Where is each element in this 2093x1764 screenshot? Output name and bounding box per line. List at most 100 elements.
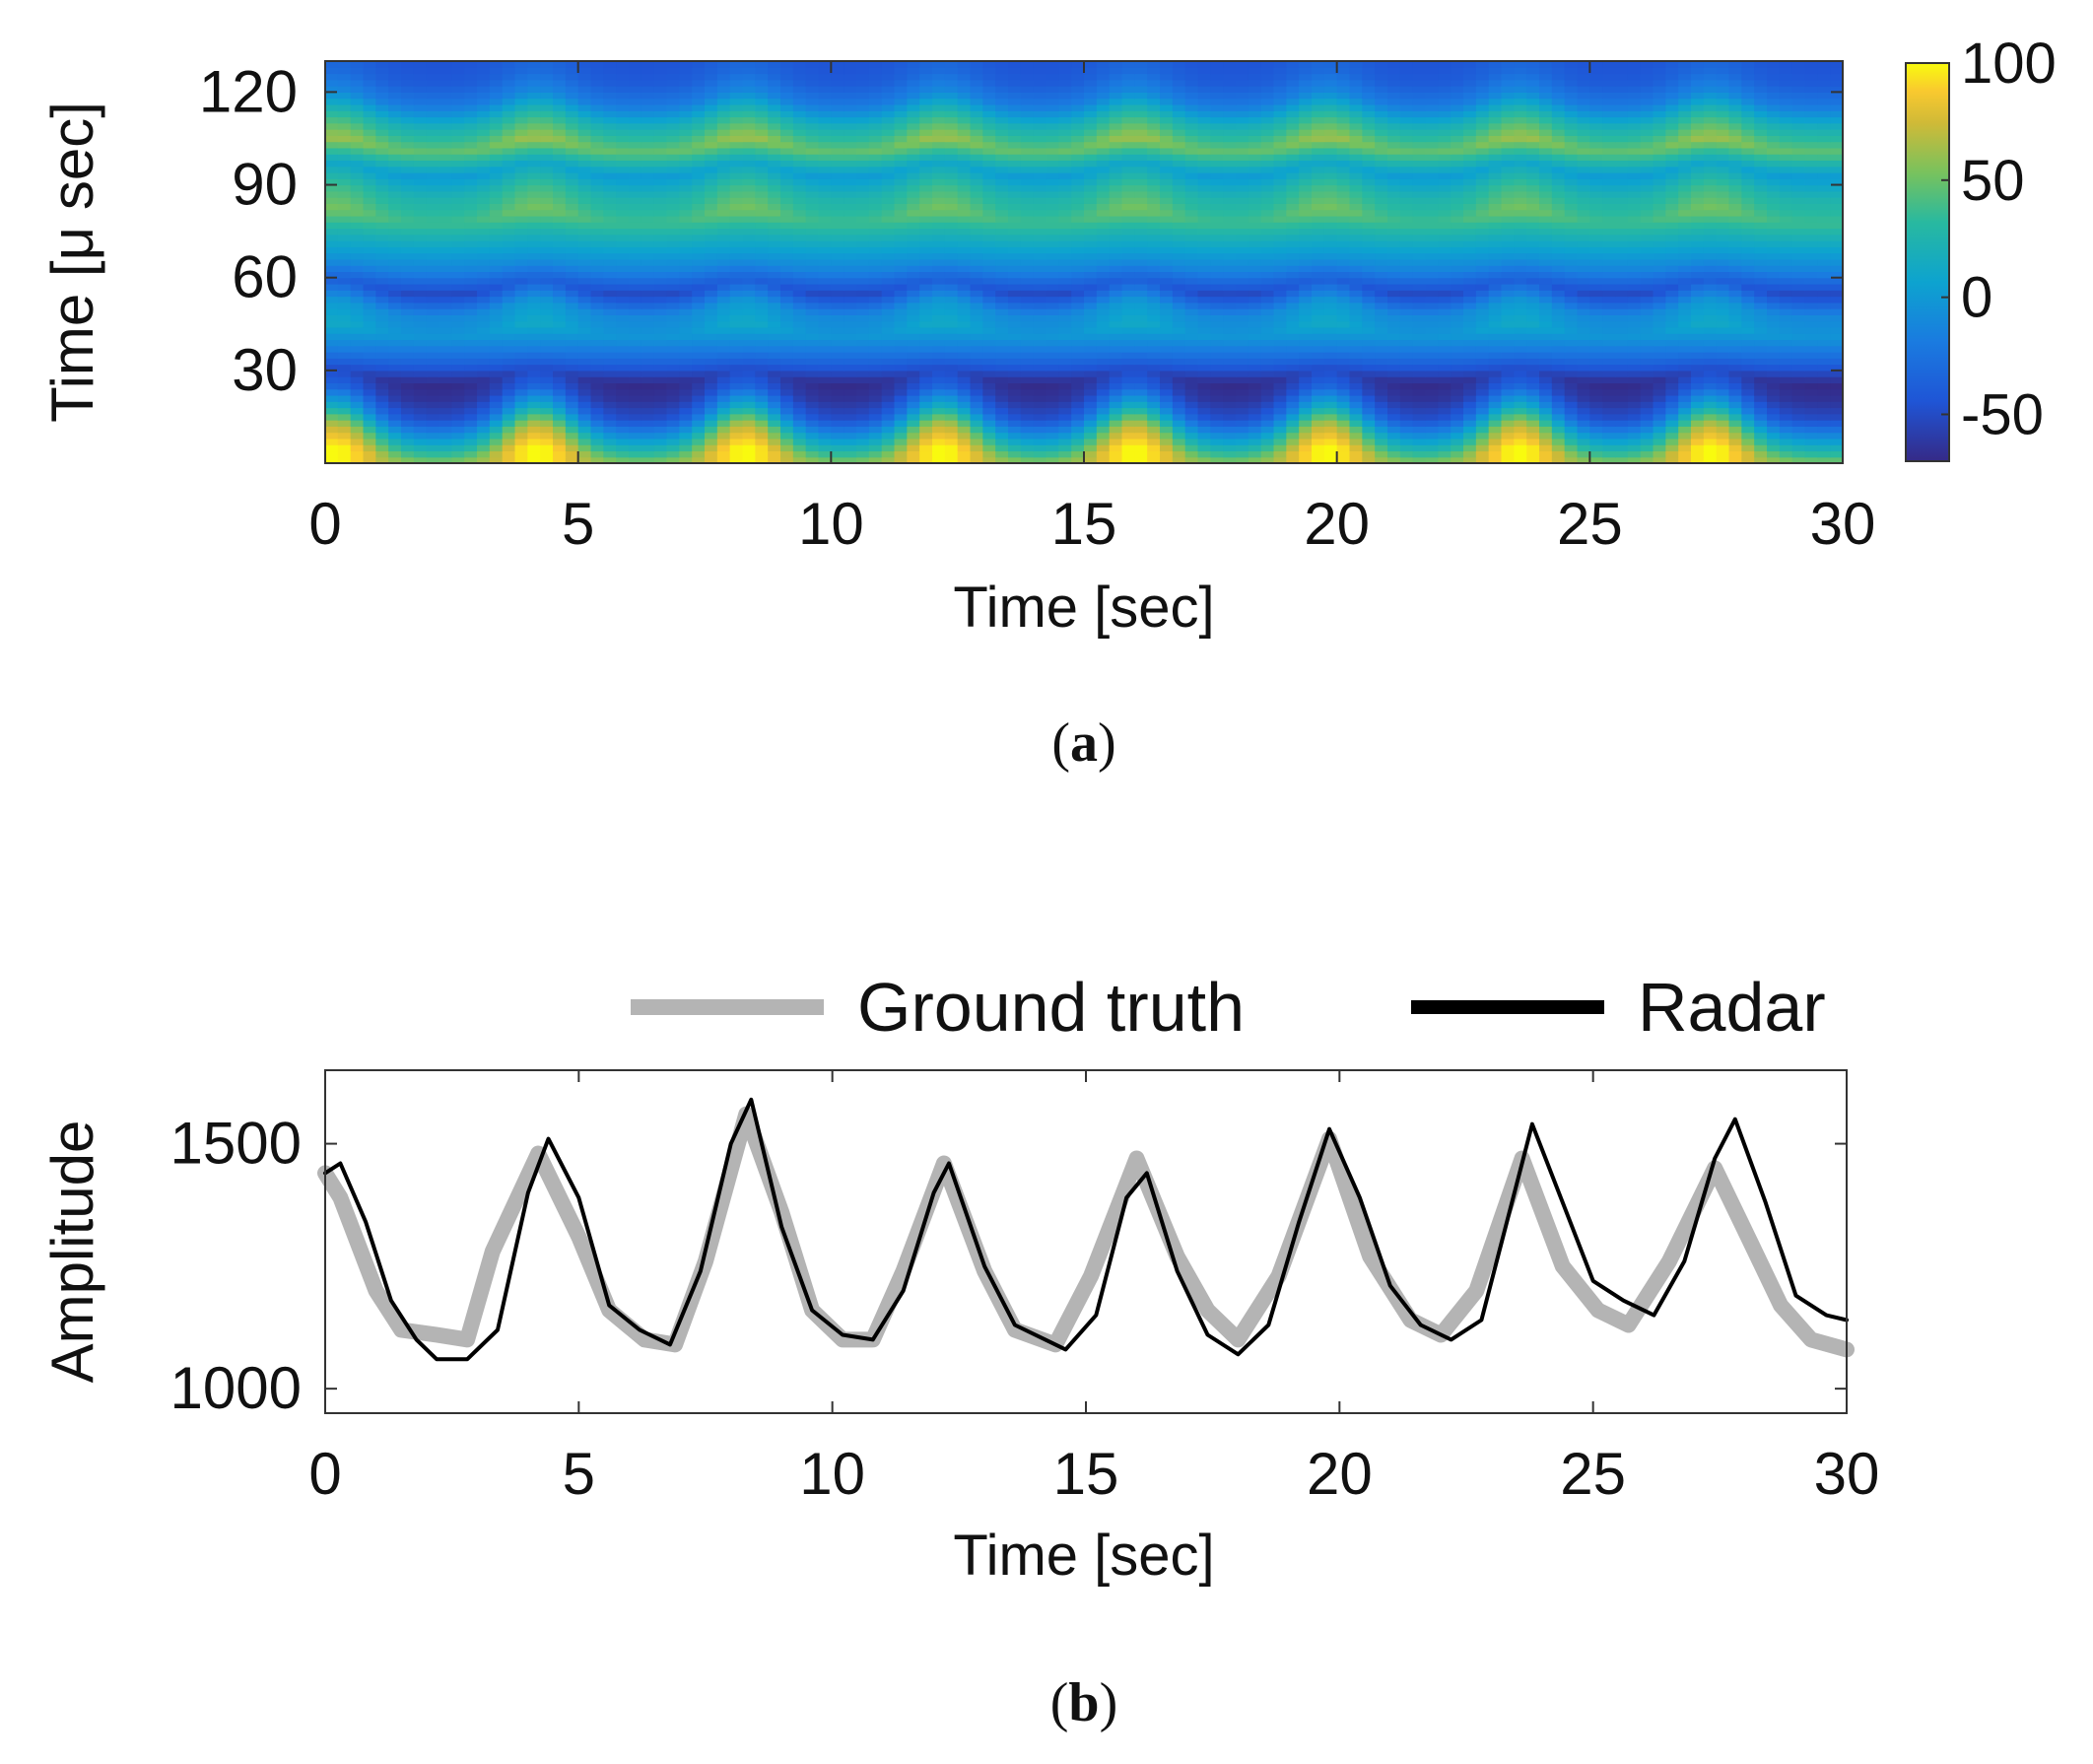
heatmap-cell (705, 382, 718, 390)
heatmap-cell (1438, 302, 1452, 309)
heatmap-cell (818, 450, 832, 458)
heatmap-cell (1362, 258, 1376, 266)
heatmap-cell (692, 407, 706, 415)
heatmap-cell (1501, 382, 1515, 390)
heatmap-cell (350, 413, 365, 421)
heatmap-cell (792, 222, 807, 230)
heatmap-cell (1248, 234, 1262, 241)
heatmap-cell (1008, 314, 1022, 322)
heatmap-cell (780, 382, 794, 390)
heatmap-cell (375, 456, 389, 464)
heatmap-cell (641, 352, 655, 359)
heatmap-cell (1046, 240, 1059, 247)
heatmap-cell (805, 339, 820, 347)
heatmap-cell (1804, 302, 1818, 309)
heatmap-cell (1096, 420, 1111, 427)
heatmap-cell (502, 314, 516, 322)
heatmap-cell (1728, 358, 1742, 366)
heatmap-cell (705, 326, 718, 334)
heatmap-cell (363, 352, 376, 359)
heatmap-cell (1539, 320, 1553, 328)
heatmap-cell (856, 339, 870, 347)
heatmap-cell (1767, 456, 1781, 464)
heatmap-cell (527, 209, 541, 217)
heatmap-cell (1463, 240, 1477, 247)
heatmap-cell (464, 333, 478, 341)
heatmap-cell (1160, 271, 1174, 279)
heatmap-cell (1323, 426, 1338, 434)
heatmap-cell (1791, 265, 1806, 273)
heatmap-cell (1488, 388, 1503, 396)
heatmap-cell (742, 382, 756, 390)
heatmap-cell (1147, 265, 1161, 273)
heatmap-cell (565, 222, 579, 230)
heatmap-cell (350, 339, 365, 347)
heatmap-cell (1754, 358, 1768, 366)
heatmap-cell (729, 246, 744, 254)
heatmap-cell (350, 426, 365, 434)
heatmap-cell (1071, 252, 1085, 260)
heatmap-cell (768, 364, 781, 372)
heatmap-cell (590, 203, 604, 211)
heatmap-cell (540, 234, 554, 241)
heatmap-cell (1160, 314, 1174, 322)
heatmap-cell (1323, 388, 1338, 396)
heatmap-cell (1336, 265, 1351, 273)
heatmap-cell (831, 370, 844, 377)
heatmap-cell (1096, 364, 1111, 372)
heatmap-cell (1514, 438, 1527, 445)
heatmap-cell (477, 240, 491, 247)
heatmap-cell (856, 209, 870, 217)
heatmap-cell (1817, 413, 1831, 421)
heatmap-cell (932, 209, 946, 217)
heatmap-cell (1640, 420, 1654, 427)
heatmap-cell (464, 228, 478, 236)
heatmap-cell (653, 388, 668, 396)
heatmap-cell (1071, 382, 1085, 390)
heatmap-cell (1096, 252, 1111, 260)
heatmap-cell (932, 426, 946, 434)
heatmap-cell (844, 320, 857, 328)
heatmap-cell (1172, 271, 1186, 279)
heatmap-cell (1451, 215, 1464, 223)
heatmap-cell (1589, 320, 1603, 328)
heatmap-cell (881, 388, 896, 396)
heatmap-cell (1539, 326, 1553, 334)
heatmap-cell (540, 209, 554, 217)
heatmap-cell (629, 333, 642, 341)
heatmap-cell (577, 456, 592, 464)
heatmap-cell (616, 358, 630, 366)
heatmap-cell (957, 394, 972, 402)
heatmap-cell (1121, 308, 1135, 315)
heatmap-cell (350, 283, 365, 291)
heatmap-cell (1501, 333, 1515, 341)
heatmap-cell (590, 352, 604, 359)
heatmap-cell (1236, 314, 1249, 322)
heatmap-cell (1121, 345, 1135, 353)
heatmap-cell (1716, 407, 1730, 415)
heatmap-cell (350, 394, 365, 402)
heatmap-cell (1286, 370, 1300, 377)
heatmap-cell (1678, 420, 1692, 427)
heatmap-cell (881, 456, 896, 464)
heatmap-cell (464, 444, 478, 452)
heatmap-cell (413, 401, 428, 409)
heatmap-cell (1716, 333, 1730, 341)
heatmap-cell (716, 401, 731, 409)
heatmap-cell (792, 394, 807, 402)
heatmap-cell (350, 228, 365, 236)
heatmap-cell (1501, 222, 1515, 230)
heatmap-cell (944, 339, 959, 347)
heatmap-cell (1399, 426, 1414, 434)
heatmap-cell (856, 401, 870, 409)
heatmap-cell (692, 333, 706, 341)
heatmap-cell (1008, 302, 1022, 309)
heatmap-cell (1147, 246, 1161, 254)
heatmap-cell (1197, 450, 1211, 458)
heatmap-cell (1084, 203, 1098, 211)
heatmap-cell (401, 358, 415, 366)
heatmap-cell (755, 382, 769, 390)
heatmap-cell (603, 290, 617, 298)
heatmap-cell (856, 314, 870, 322)
heatmap-cell (1362, 308, 1376, 315)
